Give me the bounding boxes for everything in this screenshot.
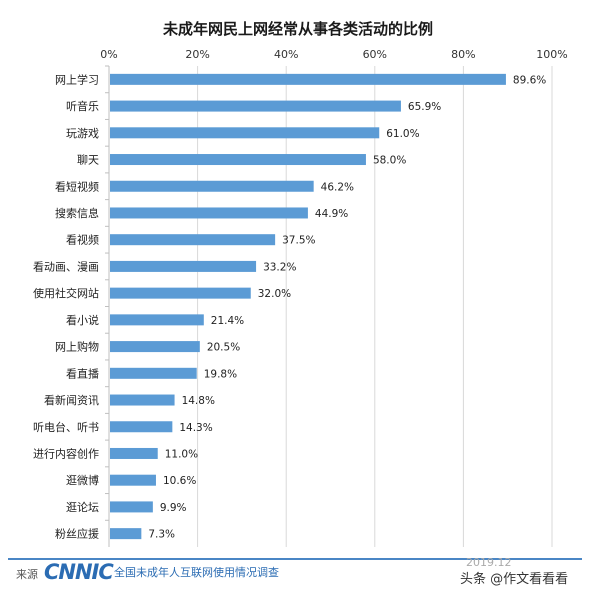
category-label: 玩游戏 bbox=[66, 127, 99, 140]
data-label: 61.0% bbox=[386, 128, 419, 140]
category-label: 进行内容创作 bbox=[33, 446, 99, 460]
category-label: 看短视频 bbox=[55, 179, 99, 193]
data-label: 19.8% bbox=[204, 368, 237, 380]
bar bbox=[110, 341, 200, 353]
chart-title: 未成年网民上网经常从事各类活动的比例 bbox=[162, 20, 433, 38]
bar bbox=[110, 260, 257, 272]
category-label: 听电台、听书 bbox=[33, 420, 99, 434]
bar bbox=[110, 287, 251, 299]
bar bbox=[110, 501, 153, 513]
bar bbox=[110, 367, 197, 379]
category-label: 逛微博 bbox=[66, 473, 99, 487]
category-label: 听音乐 bbox=[66, 99, 99, 113]
bar-chart: 0% 20% 40% 60% 80% 100% 网上学习 89.6% 听音乐 65.9% 玩游戏 61… bbox=[33, 48, 568, 547]
bar bbox=[110, 447, 158, 459]
watermark: 头条 @作文看看看 bbox=[460, 572, 569, 587]
bar bbox=[110, 100, 401, 112]
data-label: 37.5% bbox=[282, 235, 315, 247]
x-tick-label: 80% bbox=[451, 48, 475, 61]
x-tick-label: 0% bbox=[100, 48, 117, 61]
data-label: 9.9% bbox=[160, 502, 187, 514]
data-label: 11.0% bbox=[165, 448, 198, 460]
data-label: 32.0% bbox=[258, 288, 291, 300]
bar bbox=[110, 314, 204, 326]
bar bbox=[110, 234, 276, 246]
data-label: 14.8% bbox=[182, 395, 215, 407]
x-tick-label: 100% bbox=[536, 48, 567, 61]
category-label: 看新闻资讯 bbox=[44, 393, 99, 407]
bar bbox=[110, 127, 380, 139]
data-label: 44.9% bbox=[315, 208, 348, 220]
category-label: 粉丝应援 bbox=[55, 527, 99, 541]
category-label: 看小说 bbox=[66, 313, 99, 327]
x-tick-label: 20% bbox=[185, 48, 209, 61]
category-label: 看视频 bbox=[66, 233, 99, 247]
data-label: 10.6% bbox=[163, 475, 196, 487]
bar bbox=[110, 154, 366, 166]
cnnic-logo: CNNIC bbox=[44, 560, 114, 584]
footer: 来源 CNNIC 全国未成年人互联网使用情况调查 2019.12 头条 @作文看… bbox=[0, 552, 596, 597]
x-tick-label: 60% bbox=[363, 48, 387, 61]
bar bbox=[110, 207, 308, 219]
data-label: 14.3% bbox=[179, 422, 212, 434]
category-label: 看动画、漫画 bbox=[33, 259, 99, 273]
data-label: 33.2% bbox=[263, 261, 296, 273]
data-label: 89.6% bbox=[513, 74, 546, 86]
bar bbox=[110, 73, 506, 85]
survey-name: 全国未成年人互联网使用情况调查 bbox=[114, 566, 279, 579]
data-label: 65.9% bbox=[408, 101, 441, 113]
category-label: 网上学习 bbox=[55, 72, 99, 86]
footer-divider bbox=[8, 558, 582, 560]
category-label: 聊天 bbox=[77, 153, 99, 167]
bar bbox=[110, 474, 156, 486]
category-label: 逛论坛 bbox=[66, 500, 99, 514]
category-label: 网上购物 bbox=[55, 340, 99, 354]
source-label: 来源 bbox=[16, 568, 38, 581]
data-label: 7.3% bbox=[148, 529, 175, 541]
bar bbox=[110, 180, 314, 192]
bar bbox=[110, 528, 142, 540]
date-label: 2019.12 bbox=[466, 556, 512, 569]
data-label: 58.0% bbox=[373, 155, 406, 167]
bar bbox=[110, 421, 173, 433]
category-label: 使用社交网站 bbox=[33, 286, 99, 300]
data-label: 46.2% bbox=[321, 181, 354, 193]
bar bbox=[110, 394, 175, 406]
category-label: 看直播 bbox=[66, 366, 99, 380]
category-label: 搜索信息 bbox=[55, 206, 99, 220]
data-label: 21.4% bbox=[211, 315, 244, 327]
data-label: 20.5% bbox=[207, 342, 240, 354]
x-tick-label: 40% bbox=[274, 48, 298, 61]
